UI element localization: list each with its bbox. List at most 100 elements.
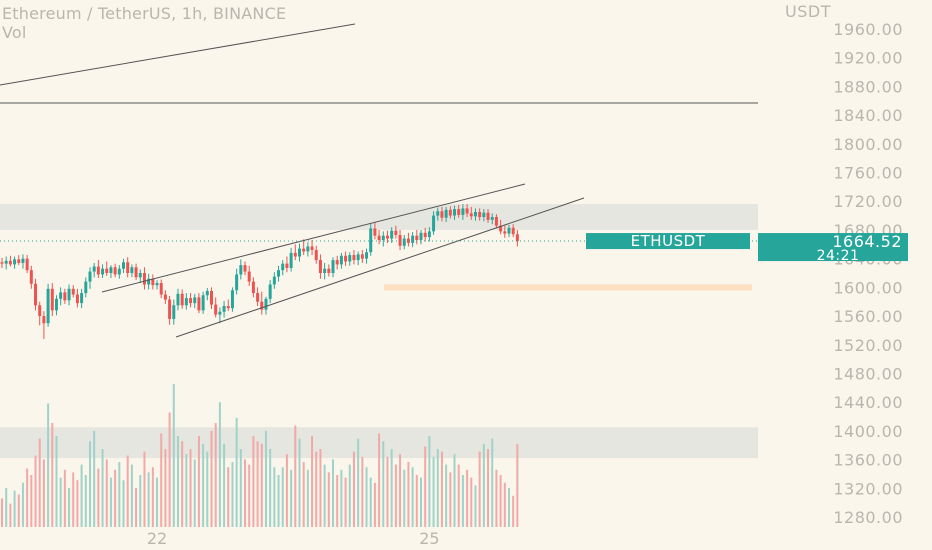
candle-body — [84, 281, 88, 294]
volume-bar — [315, 451, 318, 527]
volume-bar — [21, 482, 24, 527]
candle-body — [168, 299, 172, 319]
volume-bar — [470, 477, 473, 527]
volume-bar — [478, 451, 481, 527]
volume-bar — [352, 451, 355, 527]
volume-bar — [298, 438, 301, 527]
volume-bar — [306, 469, 309, 527]
volume-bar — [206, 451, 209, 527]
volume-bar — [59, 477, 62, 527]
candle-body — [151, 278, 155, 286]
candle-body — [323, 268, 327, 273]
candle-body — [277, 270, 281, 277]
candle-body — [193, 297, 197, 304]
volume-bar — [63, 469, 66, 527]
volume-bar — [93, 430, 96, 527]
volume-bar — [487, 449, 490, 527]
candle-body — [122, 262, 126, 269]
candle-body — [159, 283, 163, 295]
candle-body — [478, 212, 482, 218]
volume-bar — [428, 436, 431, 527]
candle-body — [360, 254, 364, 259]
candle-body — [339, 255, 343, 265]
volume-bar — [202, 443, 205, 527]
volume-bar — [466, 469, 469, 527]
candle-body — [511, 227, 515, 235]
volume-bar — [227, 467, 230, 527]
candle-body — [423, 232, 427, 238]
candle-body — [285, 263, 289, 268]
candle-body — [394, 230, 398, 235]
candle-body — [306, 246, 310, 252]
candle-body — [503, 231, 507, 234]
candle-body — [427, 231, 431, 238]
candle-body — [469, 213, 473, 217]
candle-body — [222, 306, 226, 312]
y-tick-label: 1960.00 — [833, 20, 903, 39]
candle-body — [453, 209, 457, 216]
candle-body — [419, 232, 423, 240]
volume-bar — [47, 403, 50, 527]
candle-body — [369, 228, 373, 253]
y-tick-label: 1320.00 — [833, 479, 903, 498]
y-tick-label: 1840.00 — [833, 106, 903, 125]
volume-bar — [516, 443, 519, 527]
volume-bar — [336, 475, 339, 527]
volume-bar — [390, 449, 393, 527]
volume-bar — [386, 456, 389, 527]
candle-body — [67, 288, 71, 301]
candle-body — [218, 311, 222, 315]
volume-bar — [13, 490, 16, 527]
volume-bar — [210, 430, 213, 527]
candle-body — [256, 293, 260, 302]
y-axis-unit-label: USDT — [785, 2, 831, 21]
candle-body — [0, 262, 4, 264]
candle-body — [448, 209, 452, 216]
volume-bar — [445, 464, 448, 527]
volume-bar — [114, 469, 117, 527]
y-tick-label: 1560.00 — [833, 307, 903, 326]
candle-body — [499, 225, 503, 232]
candle-body — [465, 208, 469, 214]
volume-bar — [160, 433, 163, 527]
volume-bar — [97, 468, 100, 527]
candle-body — [432, 215, 436, 232]
candle-body — [272, 276, 276, 285]
candle-body — [507, 227, 511, 234]
volume-bar — [256, 441, 259, 527]
candle-body — [25, 258, 29, 271]
candle-body — [138, 273, 142, 278]
volume-bar — [415, 475, 418, 527]
y-tick-label: 1600.00 — [833, 278, 903, 297]
candle-body — [88, 271, 92, 282]
volume-bar — [51, 423, 54, 527]
candle-body — [398, 234, 402, 246]
volume-bar — [373, 482, 376, 527]
volume-bar — [512, 495, 515, 527]
candle-body — [411, 235, 415, 243]
volume-bar — [323, 464, 326, 527]
candle-body — [444, 209, 448, 218]
candle-body — [71, 288, 75, 295]
volume-bar — [130, 464, 133, 527]
candle-body — [142, 273, 146, 285]
volume-bar — [101, 449, 104, 527]
candle-body — [63, 292, 67, 301]
volume-bar — [411, 467, 414, 527]
symbol-badge — [586, 233, 750, 250]
candle-body — [390, 230, 394, 239]
candle-body — [260, 301, 264, 310]
y-tick-label: 1400.00 — [833, 422, 903, 441]
candle-body — [243, 265, 247, 272]
candle-body — [486, 212, 490, 220]
volume-bar — [68, 488, 71, 527]
candle-body — [436, 211, 440, 216]
volume-bar — [378, 433, 381, 527]
volume-bar — [285, 454, 288, 527]
candle-body — [59, 292, 63, 299]
volume-bar — [168, 412, 171, 527]
volume-bar — [156, 477, 159, 527]
candle-body — [214, 304, 218, 315]
